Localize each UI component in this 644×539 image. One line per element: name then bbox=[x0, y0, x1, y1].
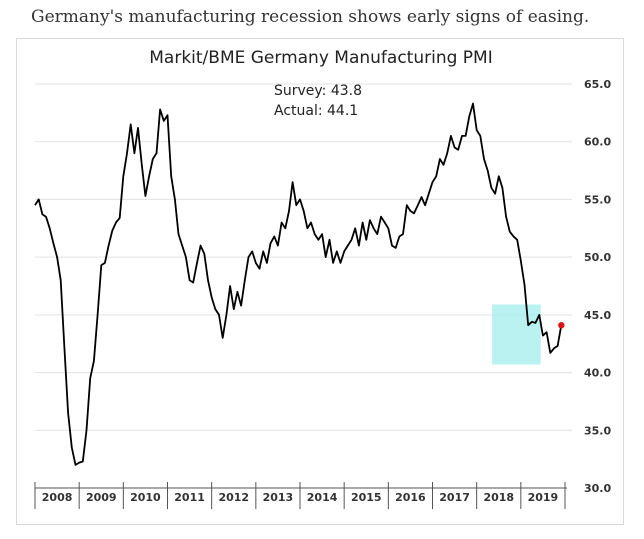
x-tick-label-2016: 2016 bbox=[395, 491, 426, 504]
chart-title: Markit/BME Germany Manufacturing PMI bbox=[149, 48, 493, 68]
latest-value-marker bbox=[558, 322, 565, 329]
x-tick-label-2010: 2010 bbox=[130, 491, 161, 504]
y-tick-label: 50.0 bbox=[584, 251, 611, 264]
y-tick-label: 40.0 bbox=[584, 367, 611, 380]
x-tick-label-2014: 2014 bbox=[307, 491, 338, 504]
pmi-series-line bbox=[34, 102, 563, 466]
x-tick-label-2015: 2015 bbox=[351, 491, 382, 504]
y-tick-label: 65.0 bbox=[584, 78, 611, 91]
x-tick-label-2008: 2008 bbox=[42, 491, 73, 504]
y-tick-label: 30.0 bbox=[584, 482, 611, 495]
survey-annotation: Survey: 43.8 bbox=[274, 83, 362, 99]
y-tick-label: 35.0 bbox=[584, 424, 611, 437]
x-tick-label-2011: 2011 bbox=[174, 491, 205, 504]
page-caption: Germany's manufacturing recession shows … bbox=[31, 7, 590, 27]
x-tick-label-2019: 2019 bbox=[528, 491, 559, 504]
x-tick-label-2018: 2018 bbox=[483, 491, 514, 504]
x-tick-label-2009: 2009 bbox=[86, 491, 117, 504]
pmi-line-chart: Markit/BME Germany Manufacturing PMI 30.… bbox=[34, 48, 611, 509]
y-tick-label: 55.0 bbox=[584, 193, 611, 206]
x-tick-label-2013: 2013 bbox=[263, 491, 294, 504]
actual-annotation: Actual: 44.1 bbox=[274, 103, 358, 119]
y-tick-label: 60.0 bbox=[584, 136, 611, 149]
x-tick-label-2017: 2017 bbox=[439, 491, 470, 504]
chart-frame: Markit/BME Germany Manufacturing PMI 30.… bbox=[16, 38, 624, 525]
recent-period-highlight bbox=[492, 304, 541, 365]
x-tick-label-2012: 2012 bbox=[218, 491, 249, 504]
y-tick-label: 45.0 bbox=[584, 309, 611, 322]
